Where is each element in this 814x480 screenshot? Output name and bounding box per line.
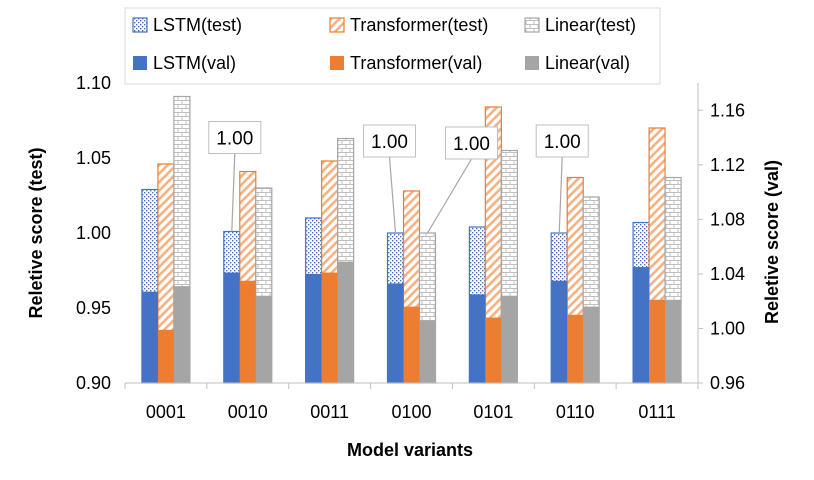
callout-leader <box>231 153 236 232</box>
x-tick-label: 0001 <box>146 402 186 422</box>
x-axis-title: Model variants <box>347 440 473 460</box>
y-left-tick-label: 0.95 <box>76 298 111 318</box>
bar-linear-val-0001 <box>173 286 190 383</box>
legend-label: Linear(test) <box>545 15 636 35</box>
legend-label: LSTM(test) <box>153 15 242 35</box>
bar-lstm-val-0101 <box>469 294 486 383</box>
bar-transformer-val-0010 <box>239 280 256 383</box>
callout: 1.00 <box>426 126 498 234</box>
bar-linear-val-0101 <box>501 295 518 383</box>
y-right-tick-label: 0.96 <box>710 373 745 393</box>
callout: 1.00 <box>208 121 262 232</box>
legend-label: Linear(val) <box>545 53 630 73</box>
legend-swatch <box>329 17 345 33</box>
bar-lstm-val-0001 <box>141 291 158 383</box>
legend: LSTM(test) Transformer(test) Linear(test) L… <box>124 7 661 85</box>
callout: 1.00 <box>535 124 589 234</box>
callout-box <box>208 121 262 154</box>
bar-lstm-val-0011 <box>305 273 322 383</box>
bar-transformer-val-0011 <box>321 272 338 383</box>
bar-linear-val-0011 <box>337 261 354 383</box>
callout-leader <box>388 156 397 234</box>
y-right-tick-label: 1.00 <box>710 318 745 338</box>
legend-label: Transformer(test) <box>350 15 488 35</box>
y-axis-right-title: Reletive score (val) <box>762 160 782 324</box>
y-left-tick-label: 1.00 <box>76 223 111 243</box>
x-tick-label: 0101 <box>473 402 513 422</box>
callout-label: 1.00 <box>453 134 490 155</box>
axes: 0.90 0.95 1.00 1.05 1.10 0.96 1.00 1.04 1.08 1.12… <box>76 73 745 422</box>
callout: 1.00 <box>363 124 416 234</box>
y-left-tick-label: 0.90 <box>76 373 111 393</box>
bar-transformer-val-0110 <box>567 314 584 383</box>
legend-swatch <box>524 17 540 33</box>
callout-leader <box>558 156 563 234</box>
y-left-tick-label: 1.10 <box>76 73 111 93</box>
legend-swatch <box>330 56 344 70</box>
legend-swatch <box>133 56 147 70</box>
bar-lstm-val-0110 <box>551 280 568 383</box>
x-tick-label: 0011 <box>310 402 349 422</box>
bar-lstm-val-0111 <box>633 267 650 383</box>
bar-transformer-val-0111 <box>649 299 666 383</box>
legend-box <box>124 7 661 85</box>
y-right-tick-label: 1.16 <box>710 100 745 120</box>
bar-linear-val-0110 <box>583 306 600 383</box>
legend-item: Transformer(val) <box>330 53 482 73</box>
legend-item: Linear(test) <box>524 15 636 35</box>
bar-lstm-val-0100 <box>387 283 404 383</box>
legend-item: LSTM(val) <box>133 53 236 73</box>
bar-linear-val-0100 <box>419 320 436 383</box>
y-axis-left-title: Reletive score (test) <box>26 147 46 318</box>
legend-label: LSTM(val) <box>153 53 236 73</box>
bar-transformer-val-0001 <box>157 329 174 383</box>
bar-linear-val-0010 <box>255 295 272 383</box>
callouts: 1.00 1.00 1.00 1.00 <box>208 121 589 234</box>
y-left-tick-label: 1.05 <box>76 148 111 168</box>
callout-label: 1.00 <box>544 132 581 153</box>
callout-box <box>363 124 416 158</box>
bar-lstm-val-0010 <box>223 272 240 383</box>
x-tick-label: 0100 <box>391 402 431 422</box>
y-right-tick-label: 1.04 <box>710 264 745 284</box>
callout-label: 1.00 <box>216 129 253 150</box>
bar-transformer-val-0101 <box>485 317 502 383</box>
x-tick-label: 0110 <box>556 402 595 422</box>
bars <box>141 95 682 384</box>
bar-transformer-val-0100 <box>403 306 420 383</box>
callout-leader <box>426 158 473 234</box>
y-right-tick-label: 1.12 <box>710 155 745 175</box>
y-right-tick-label: 1.08 <box>710 209 745 229</box>
legend-swatch <box>132 17 148 33</box>
callout-label: 1.00 <box>371 132 408 153</box>
legend-label: Transformer(val) <box>350 53 482 73</box>
legend-swatch <box>525 56 539 70</box>
x-tick-label: 0010 <box>228 402 268 422</box>
bar-linear-val-0111 <box>665 299 682 383</box>
callout-box <box>535 124 589 158</box>
x-tick-label: 0111 <box>638 402 675 422</box>
legend-item: Transformer(test) <box>329 15 488 35</box>
legend-item: Linear(val) <box>525 53 630 73</box>
legend-item: LSTM(test) <box>132 15 242 35</box>
callout-box <box>445 126 498 160</box>
